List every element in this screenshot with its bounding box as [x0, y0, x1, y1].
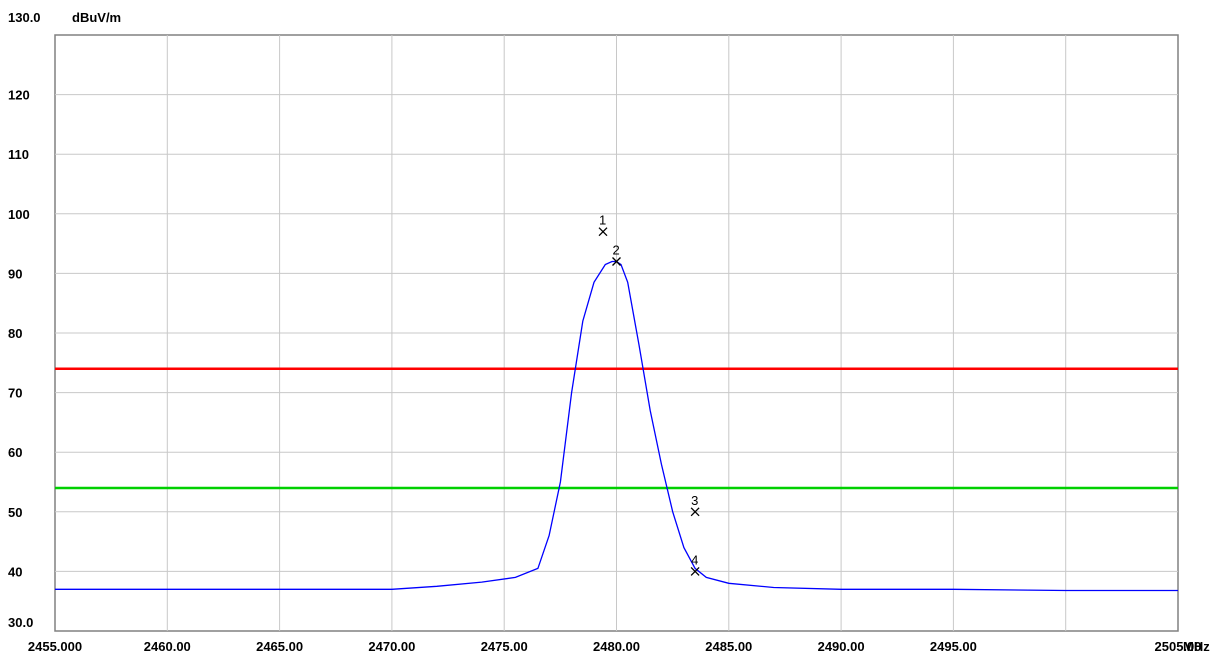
x-axis-unit: MHz — [1183, 639, 1210, 654]
y-axis-ticks: 130.0 120 110 100 90 80 70 60 50 40 30.0 — [8, 10, 41, 630]
y-tick-label: 110 — [8, 147, 29, 162]
markers: 12 3 4 — [598, 213, 700, 576]
y-tick-label: 90 — [8, 266, 22, 281]
x-tick-label: 2490.00 — [818, 639, 865, 654]
marker-x — [690, 507, 700, 517]
x-axis-ticks: 2455.000 2460.00 2465.00 2470.00 2475.00 2480… — [28, 639, 1202, 654]
y-tick-label: 40 — [8, 564, 22, 579]
y-tick-label: 80 — [8, 326, 22, 341]
marker-label: 1 — [599, 213, 606, 228]
y-tick-label: 120 — [8, 88, 30, 103]
y-tick-label: 100 — [8, 207, 30, 222]
x-tick-label: 2495.00 — [930, 639, 977, 654]
x-tick-label: 2485.00 — [705, 639, 752, 654]
marker-label: 2 — [613, 242, 620, 257]
marker-x — [612, 257, 621, 266]
marker-label: 4 — [691, 552, 698, 567]
y-axis-unit: dBuV/m — [72, 10, 121, 25]
marker-label: 3 — [691, 493, 698, 508]
x-tick-label: 2465.00 — [256, 639, 303, 654]
x-tick-label: 2475.00 — [481, 639, 528, 654]
marker-x — [598, 227, 608, 237]
limit-lines — [55, 367, 1178, 490]
x-tick-label: 2480.00 — [593, 639, 640, 654]
x-tick-label: 2455.000 — [28, 639, 82, 654]
x-tick-label: 2505.00 — [1155, 639, 1202, 654]
x-tick-label: 2470.00 — [368, 639, 415, 654]
y-tick-label: 130.0 — [8, 10, 41, 25]
grid — [55, 35, 1178, 631]
x-tick-label: 2460.00 — [144, 639, 191, 654]
y-tick-label: 60 — [8, 445, 22, 460]
marker-x — [690, 566, 700, 576]
y-tick-label: 70 — [8, 386, 22, 401]
y-tick-label: 30.0 — [8, 615, 33, 630]
y-tick-label: 50 — [8, 505, 22, 520]
